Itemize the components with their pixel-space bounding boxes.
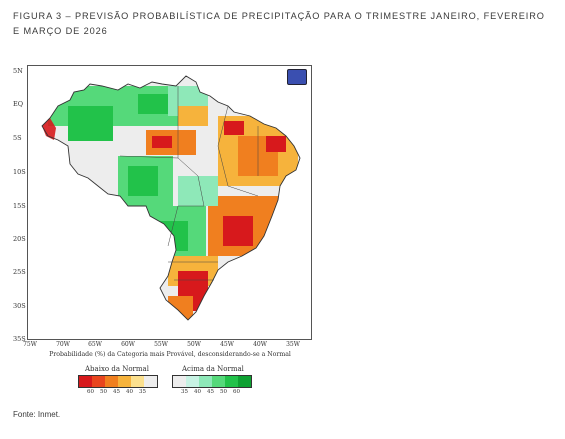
lat-tick: EQ [13, 100, 24, 108]
lon-tick: 50W [187, 341, 201, 348]
precipitation-map [27, 65, 312, 340]
legend-swatch [92, 376, 105, 387]
legend-swatch [173, 376, 186, 387]
lat-tick: 30S [13, 302, 26, 310]
legend-swatch [144, 376, 157, 387]
lon-tick: 35W [286, 341, 300, 348]
legend-above-values: 35 40 45 50 60 [178, 389, 243, 395]
legend-below-label: Abaixo da Normal [85, 365, 149, 373]
inmet-logo [287, 69, 307, 85]
legend-swatch [238, 376, 251, 387]
legend-value: 50 [220, 389, 227, 395]
legend-value: 60 [233, 389, 240, 395]
source-note: Fonte: Inmet. [13, 410, 61, 419]
legend-below-swatches [78, 375, 158, 388]
lat-tick: 5S [13, 134, 22, 142]
legend-value: 50 [100, 389, 107, 395]
lon-tick: 75W [23, 341, 37, 348]
lon-tick: 60W [121, 341, 135, 348]
legend-swatch [225, 376, 238, 387]
lat-tick: 5N [13, 67, 23, 75]
legend-value: 45 [113, 389, 120, 395]
legend-swatch [105, 376, 118, 387]
legend-value: 35 [181, 389, 188, 395]
legend-title: Probabilidade (%) da Categoria mais Prov… [49, 351, 291, 358]
lat-tick: 15S [13, 202, 26, 210]
lon-tick: 70W [56, 341, 70, 348]
lat-tick: 35S [13, 335, 26, 343]
map-canvas [41, 75, 301, 321]
legend-below-values: 60 50 45 40 35 [84, 389, 149, 395]
legend-above-label: Acima da Normal [182, 365, 244, 373]
legend-above-swatches [172, 375, 252, 388]
figure-caption: FIGURA 3 – PREVISÃO PROBABILÍSTICA DE PR… [13, 11, 545, 36]
legend-value: 60 [87, 389, 94, 395]
lat-tick: 25S [13, 268, 26, 276]
legend-swatch [118, 376, 131, 387]
legend-value: 40 [126, 389, 133, 395]
legend-value: 45 [207, 389, 214, 395]
legend-swatch [186, 376, 199, 387]
forecast-figure: 5N EQ 5S 10S 15S 20S 25S 30S 35S [10, 60, 312, 410]
legend-swatch [212, 376, 225, 387]
lat-tick: 20S [13, 235, 26, 243]
lon-tick: 65W [88, 341, 102, 348]
lon-tick: 45W [220, 341, 234, 348]
legend-swatch [199, 376, 212, 387]
legend-value: 35 [139, 389, 146, 395]
lon-tick: 55W [154, 341, 168, 348]
legend-swatch [79, 376, 92, 387]
legend-swatch [131, 376, 144, 387]
legend-value: 40 [194, 389, 201, 395]
lat-tick: 10S [13, 168, 26, 176]
lon-tick: 40W [253, 341, 267, 348]
